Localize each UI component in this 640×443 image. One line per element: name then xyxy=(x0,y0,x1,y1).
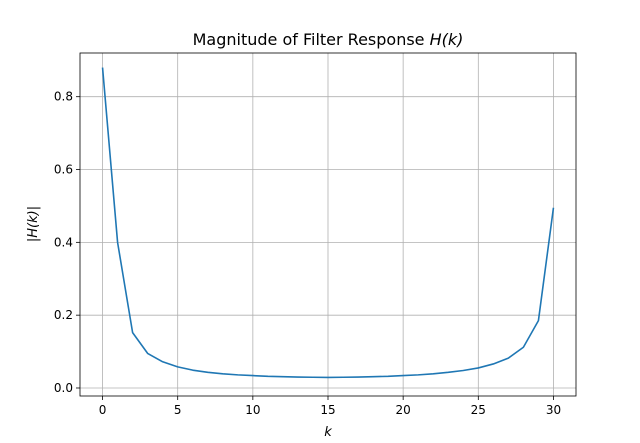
x-tick-label: 25 xyxy=(471,403,486,417)
x-axis-ticks: 0 5 10 15 20 25 30 xyxy=(99,396,561,417)
y-tick-label: 0.6 xyxy=(54,163,73,177)
y-axis-ticks: 0.0 0.2 0.4 0.6 0.8 xyxy=(54,90,80,395)
series-line xyxy=(101,67,555,379)
y-tick-label: 0.2 xyxy=(54,308,73,322)
series-layer xyxy=(101,67,555,379)
x-axis-label: k xyxy=(324,425,332,440)
chart-title: Magnitude of Filter Response H(k) xyxy=(193,30,464,49)
grid-lines xyxy=(80,53,576,396)
x-tick-label: 5 xyxy=(174,403,182,417)
y-tick-label: 0.8 xyxy=(54,90,73,104)
x-tick-label: 0 xyxy=(99,403,107,417)
y-tick-label: 0.4 xyxy=(54,235,73,249)
x-tick-label: 10 xyxy=(245,403,260,417)
y-axis-label: |H(k)| xyxy=(26,206,41,242)
x-tick-label: 20 xyxy=(396,403,411,417)
x-tick-label: 15 xyxy=(320,403,335,417)
x-tick-label: 30 xyxy=(546,403,561,417)
y-tick-label: 0.0 xyxy=(54,381,73,395)
